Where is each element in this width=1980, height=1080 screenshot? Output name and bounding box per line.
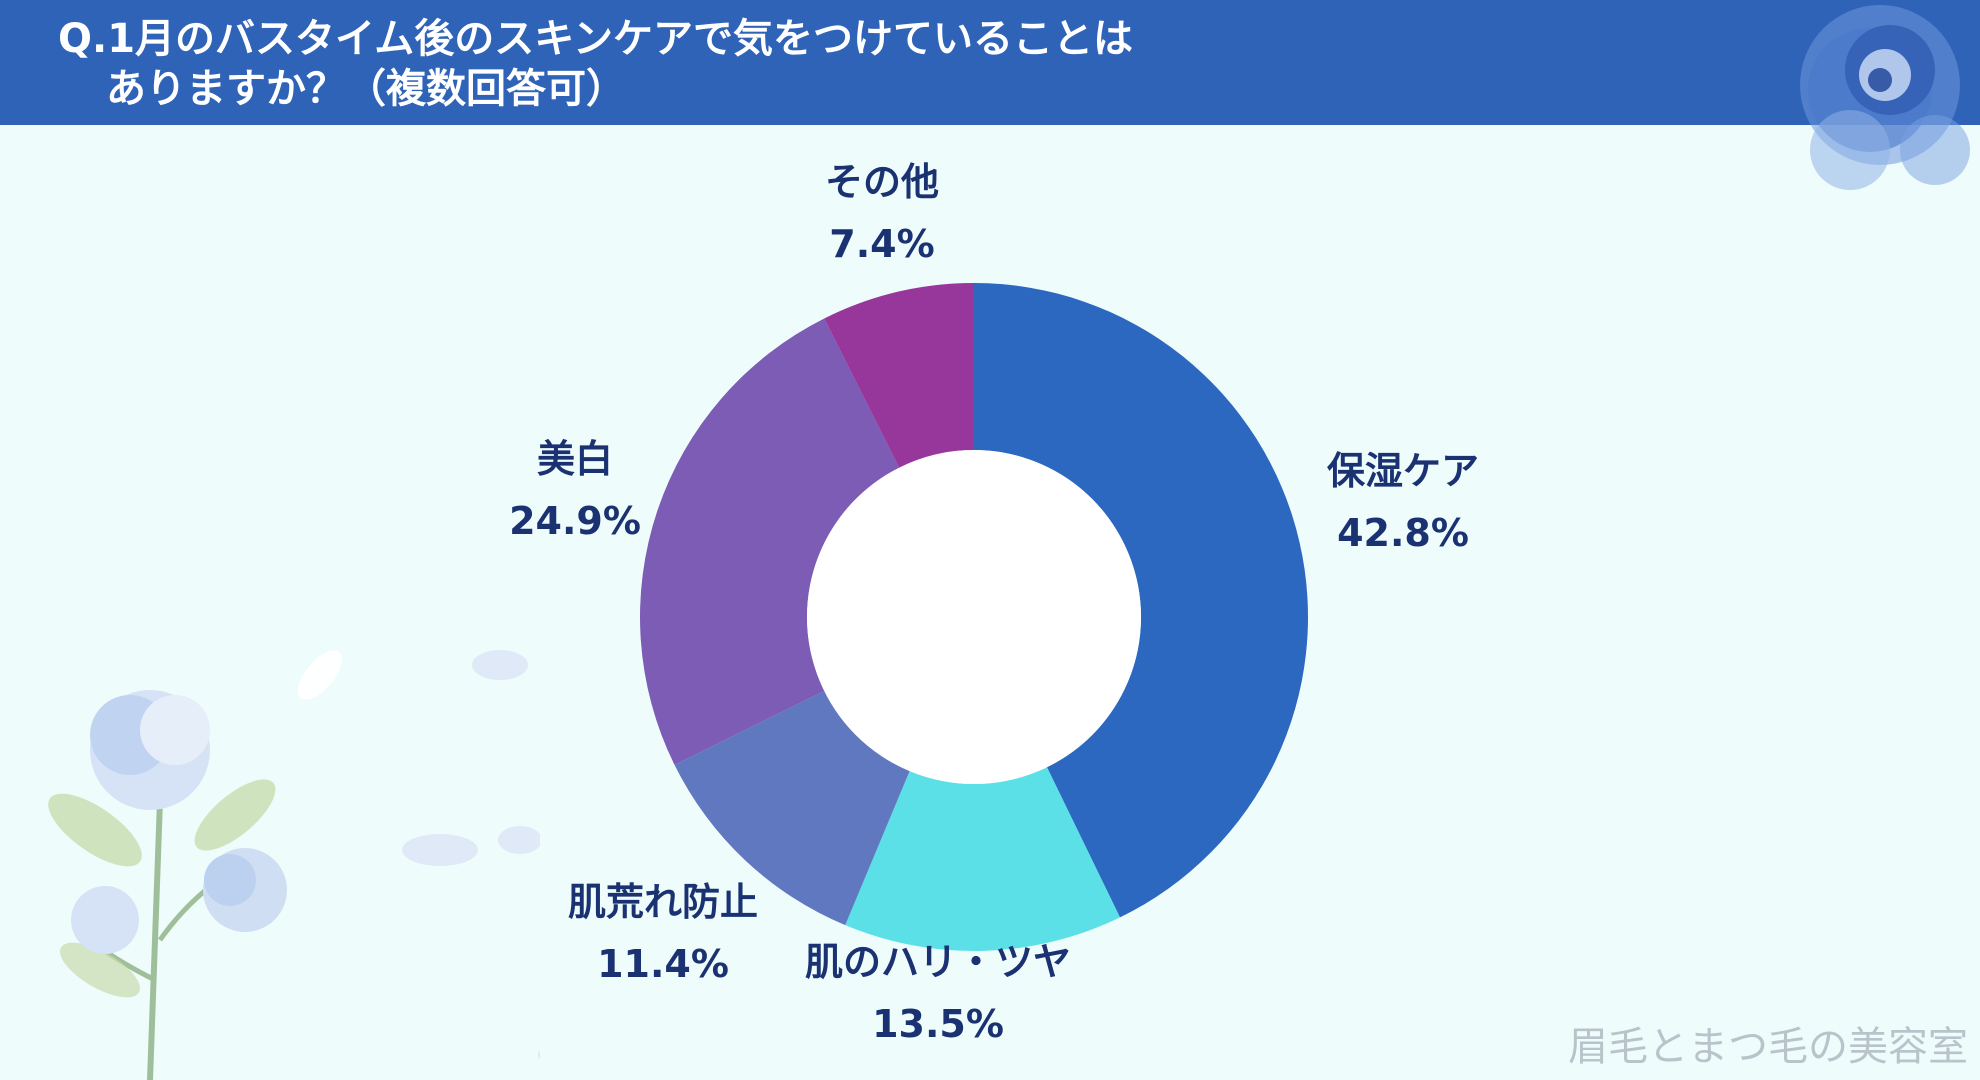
pie-slice (824, 283, 974, 468)
pie-slice (640, 318, 900, 765)
slice-label: その他 (825, 160, 939, 204)
slice-label: 肌荒れ防止 (568, 880, 758, 924)
white-rose-decoration (48, 650, 540, 1080)
slice-label: 肌のハリ・ツヤ (805, 940, 1071, 984)
title-line-2: ありますか？（複数回答可） (106, 66, 626, 112)
slice-label: 美白 (537, 437, 613, 481)
watermark: 眉毛とまつ毛の美容室 (1568, 1024, 1968, 1070)
page-title: Q.1月のバスタイム後のスキンケアで気をつけていることは ありますか？（複数回答… (58, 14, 1133, 114)
blue-rose-decoration (1800, 5, 1970, 190)
title-line-1: Q.1月のバスタイム後のスキンケアで気をつけていることは (58, 16, 1134, 62)
slice-value-label: 7.4% (829, 222, 934, 266)
title-bar: Q.1月のバスタイム後のスキンケアで気をつけていることは ありますか？（複数回答… (0, 0, 1980, 125)
slice-value-label: 11.4% (597, 942, 729, 986)
pie-slice (674, 690, 910, 926)
donut-hole (807, 450, 1141, 784)
pie-slice (974, 283, 1308, 918)
pie-slice (845, 767, 1120, 952)
slice-label: 保湿ケア (1327, 449, 1479, 493)
slice-value-label: 42.8% (1337, 511, 1469, 555)
slice-value-label: 24.9% (509, 499, 641, 543)
slice-value-label: 13.5% (872, 1002, 1004, 1046)
